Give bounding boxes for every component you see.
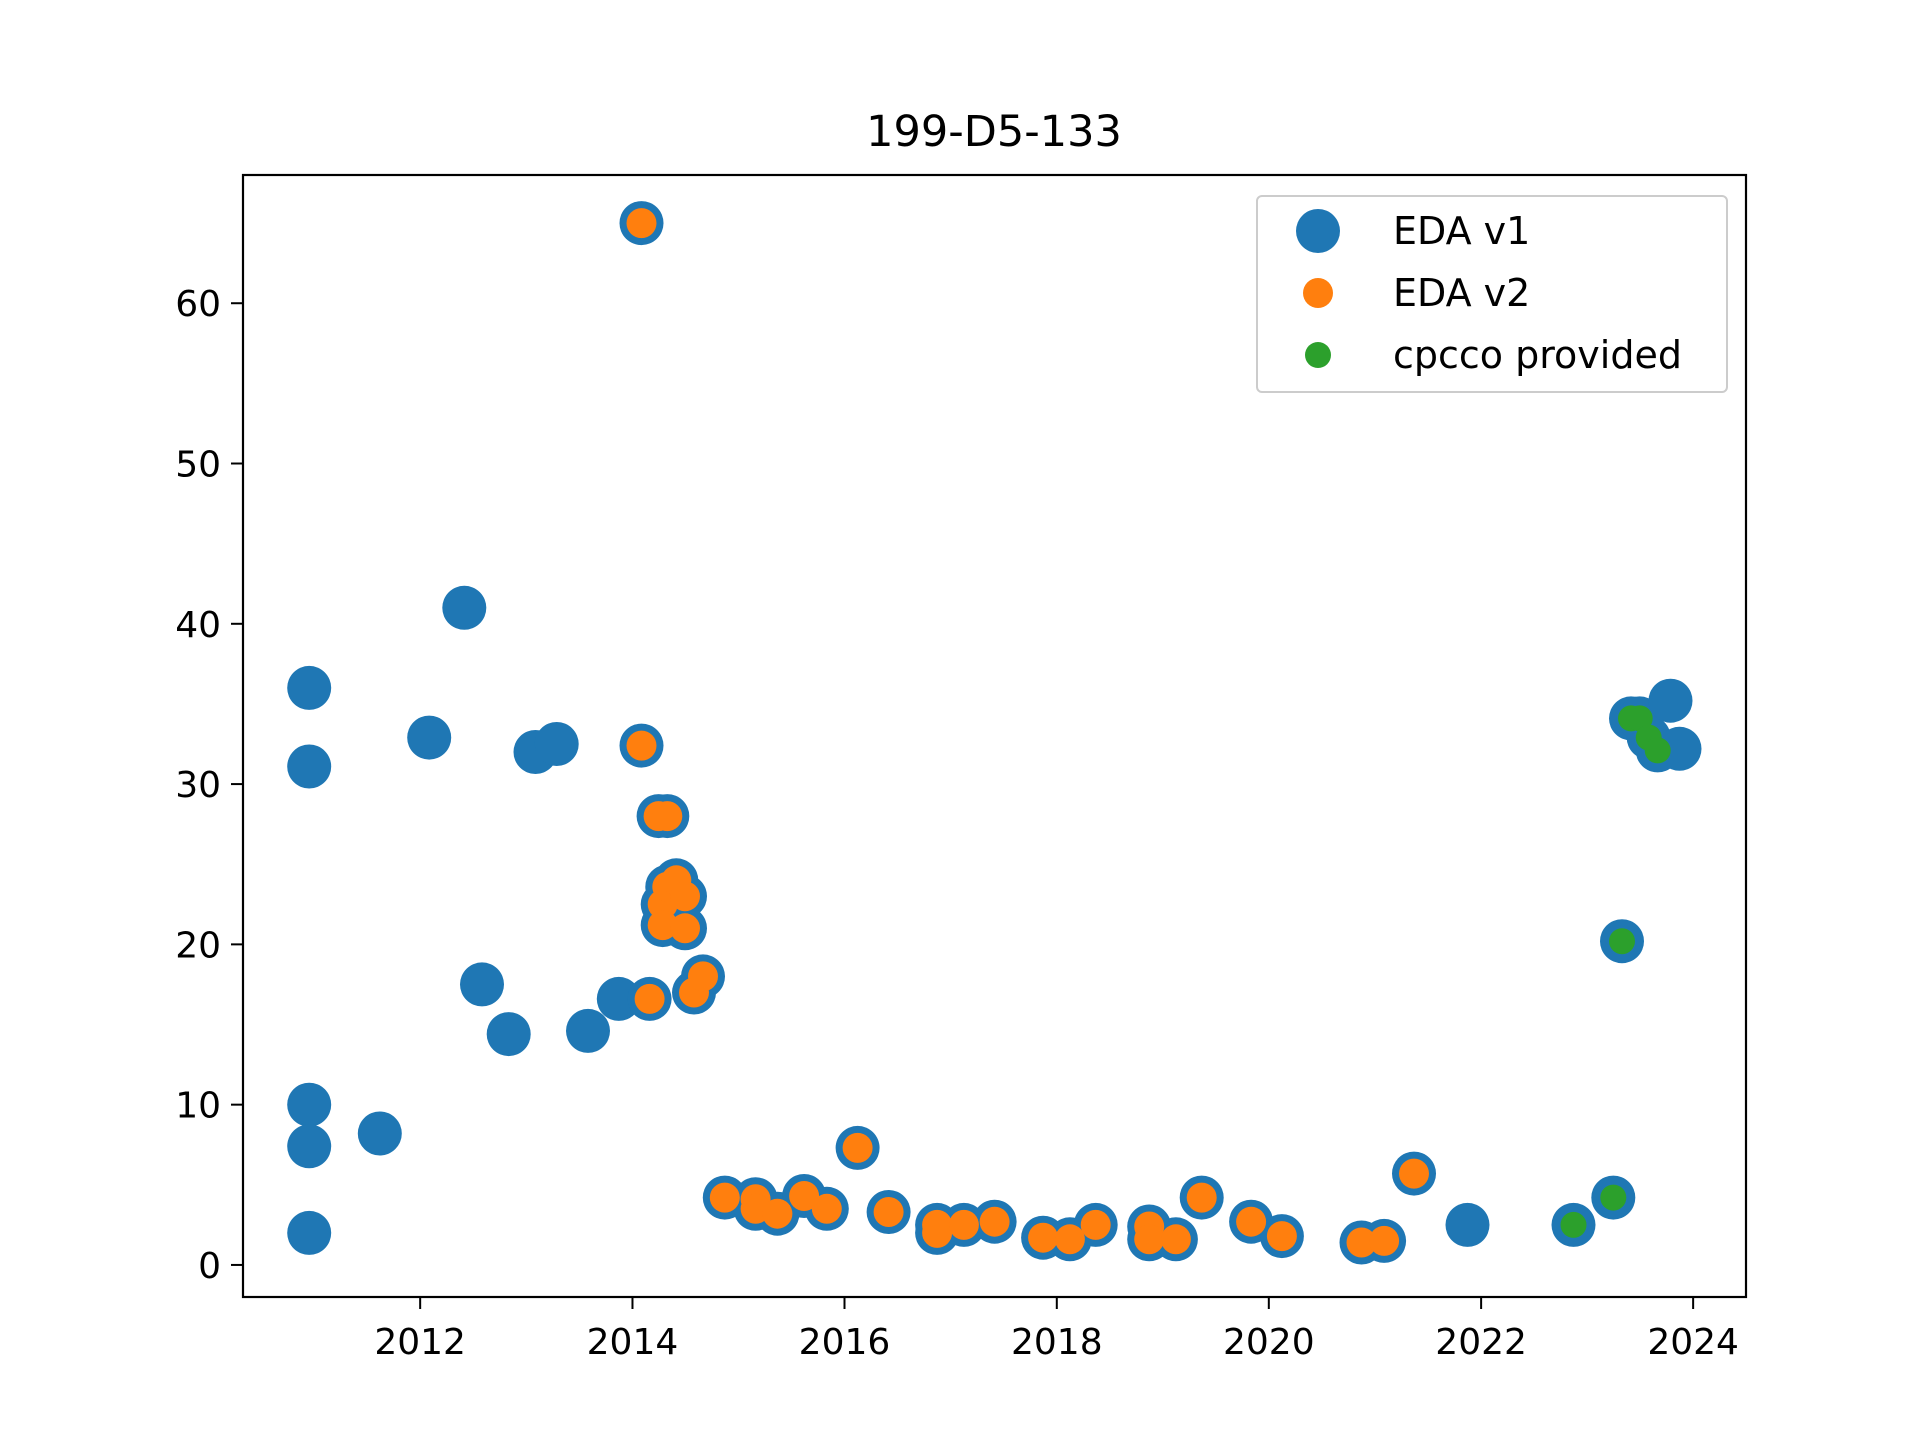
y-tick-label: 40 bbox=[175, 605, 221, 646]
data-point bbox=[1134, 1224, 1165, 1255]
data-point bbox=[1236, 1206, 1267, 1237]
data-point bbox=[626, 208, 657, 239]
data-point bbox=[709, 1182, 740, 1213]
y-tick-label: 30 bbox=[175, 765, 221, 806]
data-point bbox=[1160, 1224, 1191, 1255]
data-point bbox=[357, 1111, 402, 1156]
data-point bbox=[873, 1197, 904, 1227]
data-point bbox=[1186, 1182, 1217, 1213]
data-point bbox=[634, 983, 665, 1014]
data-point bbox=[1648, 678, 1693, 723]
x-tick-label: 2018 bbox=[1011, 1322, 1103, 1363]
data-point bbox=[626, 730, 657, 761]
data-point bbox=[287, 665, 332, 710]
data-point bbox=[762, 1198, 793, 1229]
x-tick-label: 2012 bbox=[374, 1322, 466, 1363]
data-point bbox=[1644, 737, 1671, 764]
legend-label: EDA v1 bbox=[1393, 209, 1530, 253]
x-tick-label: 2020 bbox=[1223, 1322, 1315, 1363]
data-point bbox=[670, 881, 700, 912]
legend-label: cpcco provided bbox=[1393, 333, 1682, 377]
legend-swatch bbox=[1303, 278, 1333, 308]
y-tick-label: 10 bbox=[175, 1086, 221, 1127]
data-point bbox=[596, 976, 641, 1021]
y-tick-label: 0 bbox=[198, 1246, 221, 1287]
data-point bbox=[287, 1082, 332, 1127]
legend: EDA v1 EDA v2 cpcco provided bbox=[1256, 195, 1728, 393]
series-2 bbox=[626, 208, 1429, 1258]
data-point bbox=[842, 1132, 873, 1163]
data-point bbox=[566, 1008, 610, 1053]
data-point bbox=[1445, 1202, 1490, 1247]
data-point bbox=[979, 1206, 1010, 1237]
legend-frame bbox=[1256, 195, 1728, 393]
data-point bbox=[287, 1210, 332, 1255]
x-tick-label: 2014 bbox=[587, 1322, 679, 1363]
data-point bbox=[1346, 1227, 1377, 1258]
data-point bbox=[811, 1193, 842, 1224]
chart-title: 199-D5-133 bbox=[866, 107, 1122, 157]
x-tick-label: 2024 bbox=[1647, 1322, 1739, 1363]
data-point bbox=[460, 962, 504, 1007]
data-point bbox=[442, 585, 487, 630]
data-markers bbox=[287, 201, 1702, 1265]
data-point bbox=[407, 715, 452, 760]
data-point bbox=[688, 961, 718, 992]
plot-area-frame bbox=[241, 173, 1748, 1299]
y-tick-label: 50 bbox=[175, 445, 221, 486]
data-point bbox=[1080, 1209, 1111, 1240]
data-point bbox=[1399, 1158, 1429, 1189]
data-point bbox=[287, 744, 332, 789]
y-tick-label: 60 bbox=[175, 284, 221, 325]
y-tick-label: 20 bbox=[175, 925, 221, 966]
data-point bbox=[1266, 1221, 1297, 1252]
data-point bbox=[652, 801, 683, 832]
data-point bbox=[486, 1012, 531, 1057]
data-point bbox=[670, 913, 700, 944]
data-point bbox=[1600, 1184, 1627, 1211]
y-axis: 0 10 20 30 40 50 60 bbox=[175, 284, 243, 1287]
data-point bbox=[1560, 1211, 1587, 1238]
legend-label: EDA v2 bbox=[1393, 271, 1530, 315]
data-point bbox=[948, 1209, 979, 1240]
data-point bbox=[1054, 1224, 1085, 1255]
data-point bbox=[1609, 928, 1635, 955]
data-point bbox=[1657, 726, 1702, 771]
data-point bbox=[789, 1181, 820, 1211]
data-point bbox=[647, 910, 678, 941]
x-tick-label: 2016 bbox=[799, 1322, 891, 1363]
data-point bbox=[534, 722, 579, 766]
legend-swatch bbox=[1305, 342, 1331, 368]
data-point bbox=[922, 1217, 953, 1248]
x-tick-label: 2022 bbox=[1435, 1322, 1527, 1363]
data-point bbox=[1369, 1225, 1400, 1256]
legend-swatch bbox=[1296, 209, 1340, 253]
x-axis: 2012 2014 2016 2018 2020 2022 2024 bbox=[374, 1297, 1739, 1363]
series-3 bbox=[1560, 705, 1671, 1238]
data-point bbox=[1028, 1222, 1059, 1253]
data-point bbox=[287, 1124, 332, 1169]
